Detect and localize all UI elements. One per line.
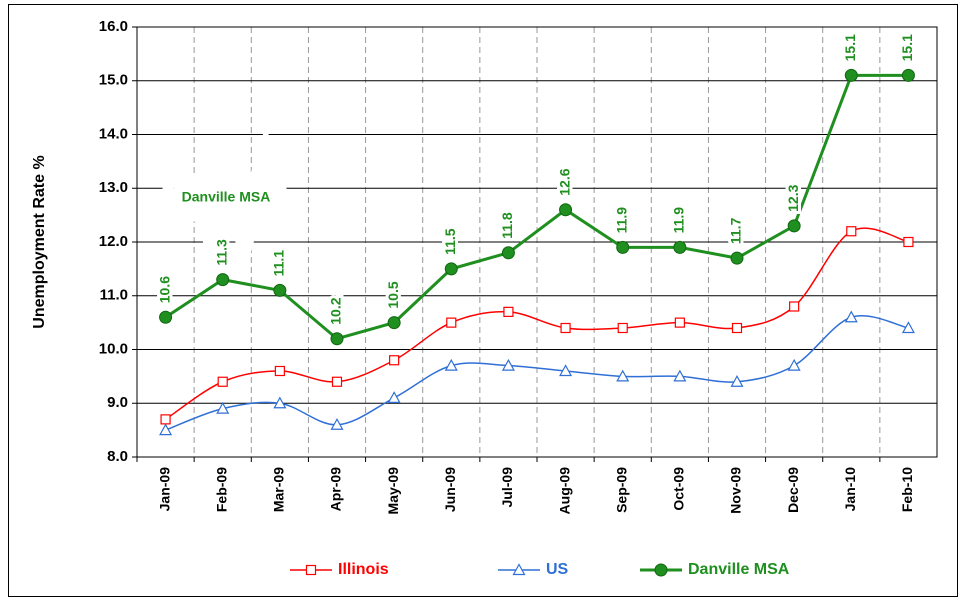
x-tick-label: Aug-09 bbox=[556, 467, 572, 515]
marker bbox=[512, 563, 526, 576]
marker bbox=[901, 68, 915, 82]
marker bbox=[501, 246, 515, 260]
marker bbox=[731, 322, 743, 334]
marker bbox=[560, 322, 571, 334]
marker bbox=[501, 358, 515, 371]
x-tick-label: Feb-10 bbox=[899, 467, 915, 512]
marker bbox=[159, 423, 173, 436]
marker bbox=[901, 321, 915, 334]
data-label: 11.9 bbox=[613, 207, 629, 234]
marker bbox=[330, 418, 344, 430]
marker bbox=[216, 401, 230, 414]
marker bbox=[446, 317, 457, 328]
data-label: 11.3 bbox=[213, 239, 229, 266]
x-tick-label: Oct-09 bbox=[671, 467, 687, 511]
marker bbox=[673, 369, 687, 382]
marker bbox=[503, 306, 514, 317]
data-label: 11.1 bbox=[271, 250, 287, 277]
marker bbox=[305, 564, 317, 576]
data-label: 11.5 bbox=[442, 228, 458, 255]
annotation: Danville MSA bbox=[182, 189, 271, 205]
legend-label: US bbox=[546, 561, 569, 578]
legend-item: Illinois bbox=[290, 561, 389, 578]
marker bbox=[674, 317, 685, 328]
marker bbox=[559, 364, 573, 377]
x-tick-label: Jan-10 bbox=[842, 467, 858, 512]
data-label: 10.5 bbox=[385, 281, 401, 308]
x-tick-label: Mar-09 bbox=[271, 467, 287, 512]
x-tick-label: Jul-09 bbox=[499, 467, 515, 508]
marker bbox=[654, 563, 668, 577]
marker bbox=[216, 273, 230, 287]
marker bbox=[789, 301, 800, 312]
y-tick-label: 12.0 bbox=[99, 233, 128, 250]
y-tick-label: 10.0 bbox=[99, 340, 128, 357]
x-tick-label: Apr-09 bbox=[328, 467, 344, 512]
data-label: 10.6 bbox=[156, 276, 172, 303]
marker bbox=[217, 376, 228, 387]
y-tick-label: 9.0 bbox=[107, 394, 128, 411]
x-tick-label: Sep-09 bbox=[613, 467, 629, 513]
marker bbox=[389, 355, 400, 366]
y-tick-label: 16.0 bbox=[99, 18, 128, 35]
marker bbox=[616, 369, 630, 382]
y-tick-label: 13.0 bbox=[99, 179, 128, 196]
legend-label: Illinois bbox=[338, 561, 389, 578]
x-tick-label: Jan-09 bbox=[156, 467, 172, 512]
marker bbox=[330, 332, 344, 346]
marker bbox=[559, 203, 573, 217]
y-tick-label: 14.0 bbox=[99, 125, 128, 142]
x-tick-label: Jun-09 bbox=[442, 467, 458, 512]
marker bbox=[730, 375, 744, 387]
marker bbox=[903, 236, 914, 248]
marker bbox=[274, 365, 285, 377]
data-label: 10.2 bbox=[328, 297, 344, 324]
y-tick-label: 15.0 bbox=[99, 72, 128, 89]
data-label: 12.6 bbox=[556, 168, 572, 195]
marker bbox=[273, 283, 287, 297]
marker bbox=[159, 310, 173, 324]
data-label: 11.7 bbox=[728, 217, 744, 244]
marker bbox=[617, 322, 628, 334]
marker bbox=[787, 358, 801, 371]
marker bbox=[444, 262, 458, 276]
legend-label: Danville MSA bbox=[688, 561, 790, 578]
marker bbox=[787, 219, 801, 233]
chart-border bbox=[8, 4, 958, 597]
marker bbox=[160, 414, 171, 425]
marker bbox=[273, 396, 287, 409]
marker bbox=[846, 226, 857, 237]
y-tick-label: 8.0 bbox=[107, 448, 128, 465]
marker bbox=[730, 251, 744, 265]
data-label: 15.1 bbox=[899, 34, 915, 61]
marker bbox=[387, 391, 401, 403]
y-axis-label: Unemployment Rate % bbox=[31, 155, 48, 328]
marker bbox=[844, 68, 858, 82]
marker bbox=[844, 310, 858, 323]
x-tick-label: May-09 bbox=[385, 467, 401, 515]
x-tick-label: Feb-09 bbox=[213, 467, 229, 512]
series-line bbox=[164, 73, 909, 341]
marker bbox=[444, 358, 458, 371]
legend-item: Danville MSA bbox=[640, 561, 790, 578]
data-label: 15.1 bbox=[842, 34, 858, 61]
legend-item: US bbox=[498, 561, 569, 578]
data-label: 12.3 bbox=[785, 184, 801, 211]
marker bbox=[673, 240, 687, 254]
marker bbox=[331, 376, 343, 387]
x-tick-label: Dec-09 bbox=[785, 467, 801, 513]
data-label: 11.9 bbox=[671, 207, 687, 234]
y-tick-label: 11.0 bbox=[100, 287, 128, 304]
marker bbox=[616, 240, 630, 254]
x-tick-label: Nov-09 bbox=[728, 467, 744, 514]
data-label: 11.8 bbox=[499, 212, 515, 239]
marker bbox=[387, 316, 401, 330]
